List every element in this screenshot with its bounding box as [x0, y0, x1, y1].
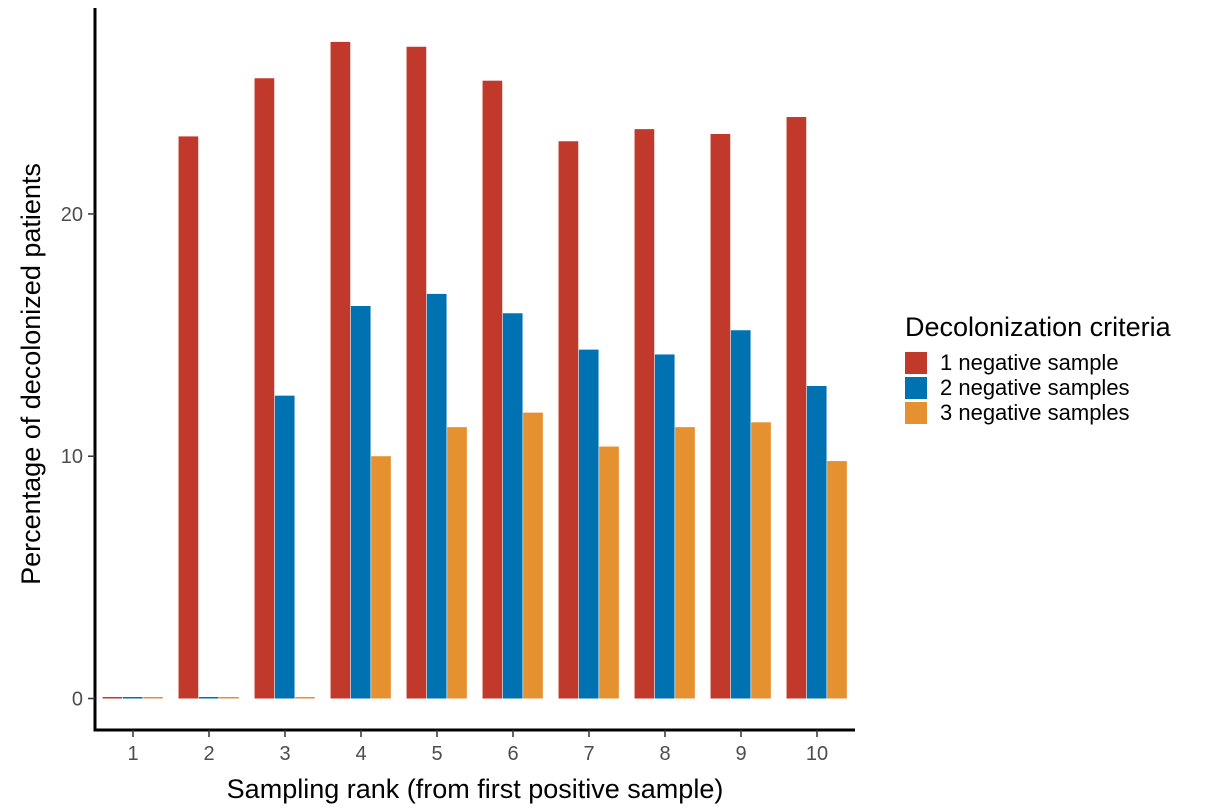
y-tick-label: 10 — [61, 446, 83, 468]
bar-rank-6-series-1 — [482, 80, 503, 699]
x-tick-label: 7 — [583, 743, 594, 765]
y-tick-label: 0 — [72, 689, 83, 711]
x-tick-label: 8 — [659, 743, 670, 765]
legend-label: 2 negative samples — [940, 375, 1130, 400]
y-tick-label: 20 — [61, 204, 83, 226]
y-axis-title: Percentage of decolonized patients — [16, 163, 46, 585]
x-tick-label: 5 — [431, 743, 442, 765]
bar-rank-10-series-1 — [786, 117, 807, 699]
x-tick-label: 3 — [279, 743, 290, 765]
bar-rank-3-series-1 — [254, 78, 275, 699]
y-axis-ticks: 0 10 20 — [61, 204, 95, 711]
x-tick-label: 2 — [203, 743, 214, 765]
bar-rank-2-series-3 — [219, 697, 239, 699]
x-axis-title: Sampling rank (from first positive sampl… — [227, 774, 724, 804]
legend-title: Decolonization criteria — [905, 312, 1172, 342]
bar-rank-5-series-3 — [447, 427, 467, 699]
x-tick-label: 6 — [507, 743, 518, 765]
bar-rank-8-series-2 — [654, 354, 675, 699]
bar-rank-2-series-1 — [178, 136, 199, 699]
bar-rank-1-series-1 — [102, 697, 123, 699]
bar-rank-5-series-2 — [426, 293, 447, 699]
bar-rank-3-series-3 — [295, 697, 315, 699]
bar-rank-4-series-3 — [371, 456, 391, 699]
bar-rank-9-series-2 — [730, 330, 751, 699]
legend-label: 3 negative samples — [940, 400, 1130, 425]
bar-rank-10-series-2 — [806, 385, 827, 699]
x-tick-label: 1 — [127, 743, 138, 765]
x-tick-label: 10 — [806, 743, 828, 765]
x-axis-ticks: 1 2 3 4 5 6 7 8 9 10 — [127, 730, 828, 765]
bar-rank-3-series-2 — [274, 395, 295, 699]
bar-rank-9-series-1 — [710, 133, 731, 699]
bar-rank-4-series-1 — [330, 41, 351, 699]
x-tick-label: 9 — [735, 743, 746, 765]
bar-rank-5-series-1 — [406, 46, 427, 699]
bar-rank-6-series-2 — [502, 313, 523, 699]
legend-label: 1 negative sample — [940, 350, 1119, 375]
bar-rank-10-series-3 — [827, 461, 847, 699]
bar-rank-1-series-3 — [143, 697, 163, 699]
bar-rank-6-series-3 — [523, 412, 543, 699]
bar-rank-4-series-2 — [350, 306, 371, 699]
legend-swatch — [905, 402, 927, 424]
bar-rank-2-series-2 — [198, 697, 219, 699]
legend-swatch — [905, 352, 927, 374]
bar-rank-8-series-3 — [675, 427, 695, 699]
bar-rank-8-series-1 — [634, 129, 655, 699]
legend-swatch — [905, 377, 927, 399]
bar-rank-1-series-2 — [122, 697, 143, 699]
bar-rank-9-series-3 — [751, 422, 771, 699]
legend: Decolonization criteria 1 negative sampl… — [905, 312, 1172, 425]
bars-group — [102, 41, 847, 699]
bar-rank-7-series-1 — [558, 141, 579, 699]
bar-rank-7-series-2 — [578, 349, 599, 699]
x-tick-label: 4 — [355, 743, 366, 765]
bar-rank-7-series-3 — [599, 446, 619, 699]
